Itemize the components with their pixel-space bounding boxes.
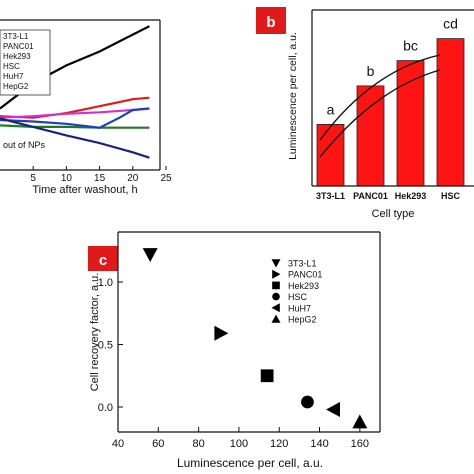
panel-c-badge [88, 246, 118, 271]
panel-c-x-ticks: 40 60 80 100 120 140 160 [112, 427, 369, 450]
panel-c-point-panc01 [214, 325, 229, 341]
panel-a-line-panc01 [0, 96, 150, 119]
panel-b-category-label: PANC01 [353, 191, 388, 201]
panel-a-legend-hepg2: HepG2 [3, 82, 29, 91]
panel-a-legend-hek293: Hek293 [3, 52, 31, 61]
panel-a-series-group [0, 25, 150, 159]
panel-c-legend-marker-hek293 [272, 281, 280, 290]
panel-c-legend-label-3t3-l1: 3T3-L1 [288, 259, 317, 269]
panel-b-bar-letter: bc [403, 38, 418, 54]
panel-a: 5 10 15 20 25 Time after washout, h 3T3-L1 P… [0, 19, 172, 196]
panel-b-x-label: Cell type [372, 208, 415, 220]
panel-c-point-3t3-l1 [142, 248, 158, 262]
panel-c-y-tick-label: 0.5 [98, 340, 113, 352]
panel-c-x-tick-label: 40 [112, 438, 124, 450]
panel-c-y-tick-label: 1.0 [98, 277, 113, 289]
panel-b-bar-letter: b [367, 63, 375, 79]
panel-c-point-hepg2 [352, 414, 368, 429]
panel-a-line-huh7 [0, 107, 150, 129]
panel-a-x-tick-label: 10 [61, 173, 73, 184]
panel-a-x-tick-label: 25 [160, 173, 172, 184]
panel-b-bar-hek293 [396, 60, 425, 187]
panel-c-point-huh7 [326, 402, 340, 417]
panel-c-legend-marker-hepg2 [271, 314, 281, 323]
panel-b-badge-label: b [266, 14, 275, 31]
panel-a-x-tick-label: 15 [94, 173, 106, 184]
panel-b-category-label: HSC [441, 191, 461, 201]
panel-c-y-ticks: 0.0 0.5 1.0 [98, 277, 123, 414]
panel-c-legend-label-hek293: Hek293 [288, 281, 319, 291]
panel-c-y-label: Cell recovery factor, a.u. [89, 273, 101, 392]
panel-b-category-label: 3T3-L1 [316, 191, 345, 201]
panel-b-bars-group: a 3T3-L1 b PANC01 bc Hek293 cd HSC [316, 16, 465, 201]
panel-b-bar-letter: a [327, 101, 335, 117]
panel-c-legend-label-huh7: HuH7 [288, 303, 311, 313]
panel-c-legend-label-hsc: HSC [288, 292, 308, 302]
panel-a-legend-box [0, 29, 51, 96]
panel-b-bar-letter: cd [443, 16, 458, 32]
panel-c-x-tick-label: 160 [351, 438, 369, 450]
panel-a-legend-hsc: HSC [3, 62, 20, 71]
panel-b-bar-hsc [436, 38, 465, 187]
panel-a-annotation: out of NPs [3, 140, 46, 150]
panel-a-legend: 3T3-L1 PANC01 Hek293 HSC HuH7 HepG2 [0, 29, 51, 96]
panel-c-x-tick-label: 140 [310, 438, 328, 450]
panel-c-point-hek293 [260, 369, 274, 383]
panel-c-x-tick-label: 120 [270, 438, 288, 450]
panel-c-y-tick-label: 0.0 [98, 402, 113, 414]
panel-b-upper-trend-curve [319, 54, 441, 141]
panel-b-badge [256, 7, 286, 34]
panel-a-line-hepg2 [0, 117, 150, 159]
panel-c-legend-label-hepg2: HepG2 [288, 315, 317, 325]
panel-b-bar-panc01 [356, 85, 385, 187]
panel-a-x-ticks: 5 10 15 20 25 [30, 166, 172, 184]
panel-b-y-label: Luminescence per cell, a.u. [287, 32, 299, 160]
panel-c-x-tick-label: 80 [192, 438, 204, 450]
panel-c-badge-label: c [99, 252, 107, 269]
panel-c-points-group [142, 248, 368, 429]
panel-b: b a 3T3-L1 b PANC01 bc Hek293 cd HSC Luminescen… [256, 7, 474, 220]
panel-c-legend-marker-panc01 [272, 269, 281, 279]
panel-b-category-label: Hek293 [395, 191, 427, 201]
panel-c-x-label: Luminescence per cell, a.u. [177, 456, 323, 470]
panel-a-legend-huh7: HuH7 [3, 72, 24, 81]
panel-c-legend-label-panc01: PANC01 [288, 270, 322, 280]
panel-a-x-label: Time after washout, h [32, 184, 137, 196]
panel-a-legend-panc01: PANC01 [3, 42, 34, 51]
panel-a-x-tick-label: 20 [127, 173, 139, 184]
panel-a-legend-3t3: 3T3-L1 [3, 32, 29, 41]
panel-c-x-tick-label: 60 [152, 438, 164, 450]
panel-c-x-tick-label: 100 [230, 438, 248, 450]
panel-a-x-tick-label: 5 [30, 173, 36, 184]
panel-c-legend-marker-huh7 [271, 303, 280, 313]
panel-c-point-hsc [301, 395, 314, 409]
panel-c-legend-marker-hsc [272, 292, 280, 301]
panel-a-line-hsc [0, 124, 150, 129]
panel-c-legend-marker-3t3-l1 [271, 259, 281, 268]
panel-b-lower-trend-curve [319, 69, 441, 158]
panel-c: c 40 60 80 100 120 140 160 0.0 0.5 1.0 Cell reco… [88, 231, 381, 470]
